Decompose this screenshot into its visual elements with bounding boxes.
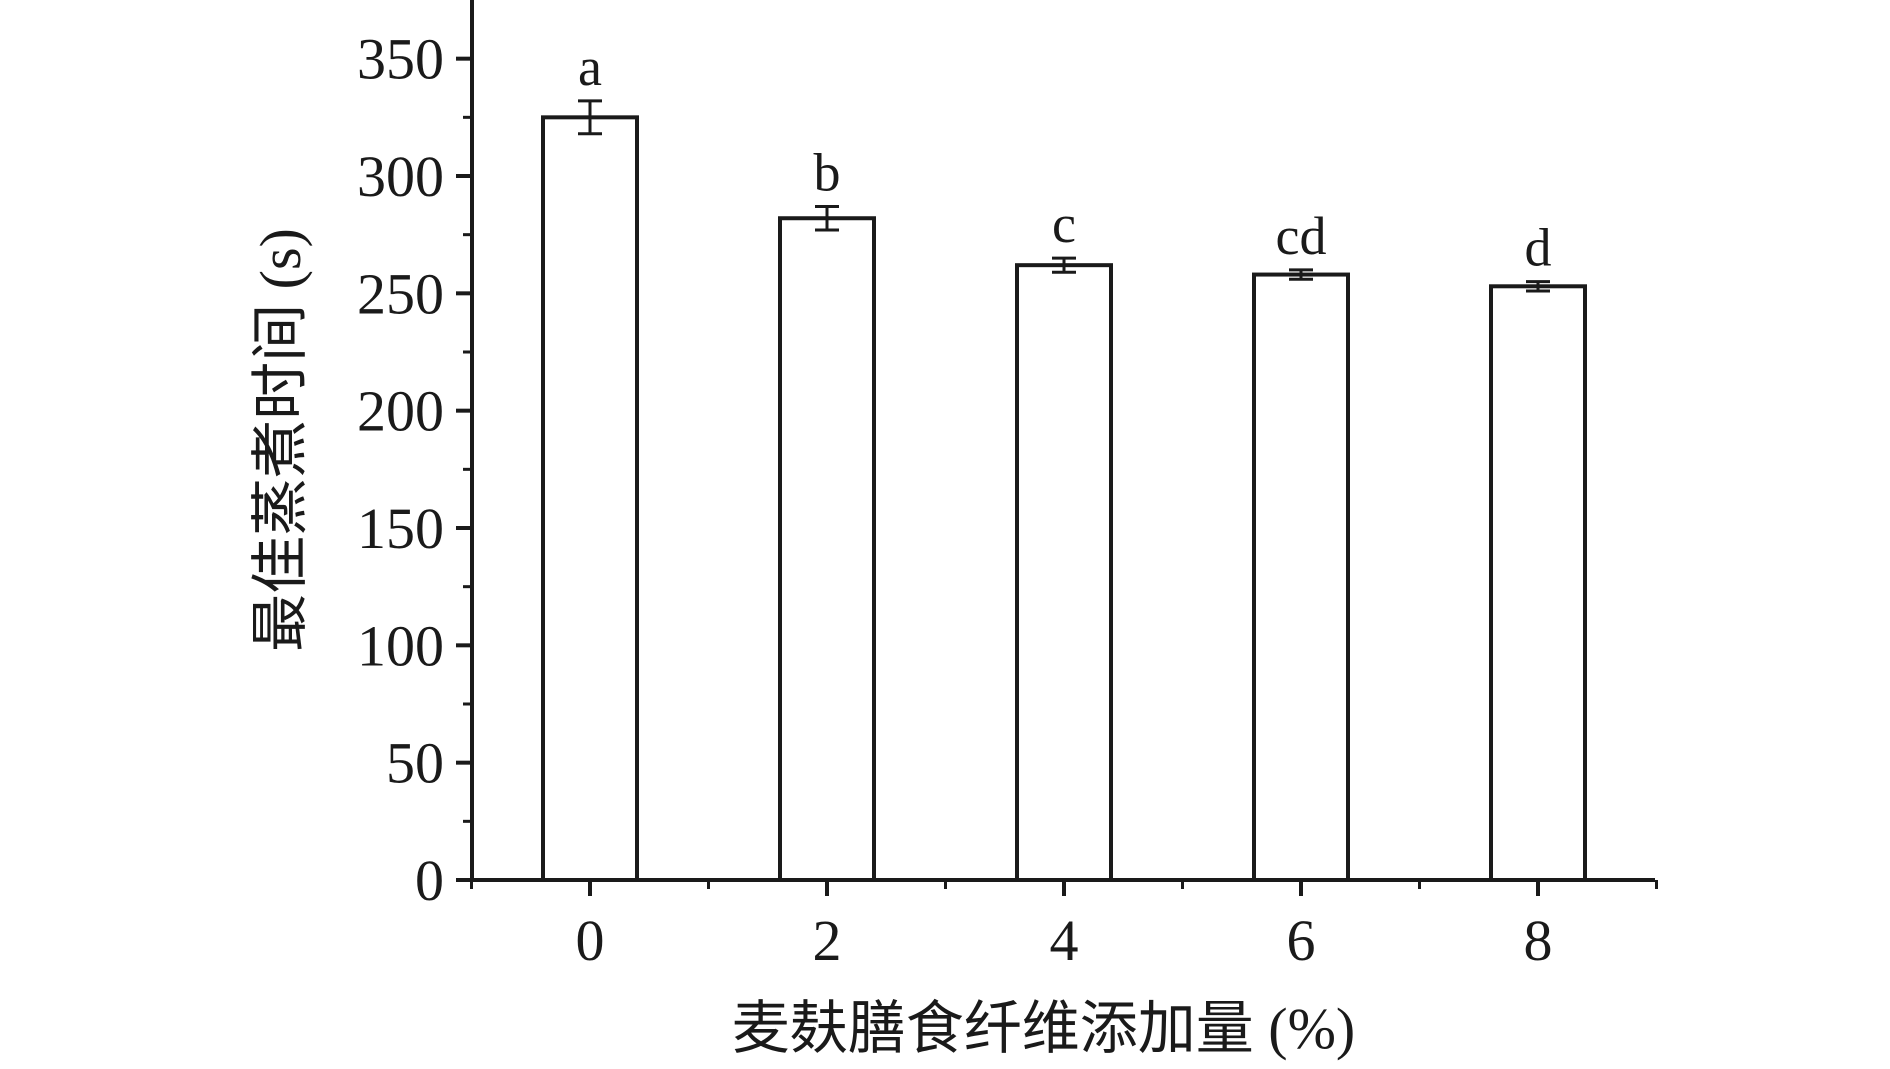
bar <box>1252 272 1350 882</box>
x-tick-label: 0 <box>576 908 605 973</box>
bar <box>1015 263 1113 882</box>
y-tick-label: 200 <box>357 379 444 444</box>
x-tick-label: 8 <box>1524 908 1553 973</box>
x-axis-title: 麦麸膳食纤维添加量 (%) <box>732 996 1355 1061</box>
y-tick-label: 350 <box>357 27 444 92</box>
y-axis-title: 最佳蒸煮时间 (s) <box>248 228 313 652</box>
bar <box>778 216 876 883</box>
y-tick-label: 250 <box>357 261 444 326</box>
y-tick-label: 50 <box>386 731 444 796</box>
significance-label: a <box>578 37 602 97</box>
y-tick-label: 0 <box>415 848 444 913</box>
labels: 0 50 100 150 200 250 300 350 a 0 b 2 c 4 cd 6 d 8 <box>357 27 1553 973</box>
significance-label: cd <box>1276 206 1327 266</box>
significance-label: d <box>1525 218 1552 278</box>
axes <box>456 0 1658 896</box>
x-tick-label: 4 <box>1050 908 1079 973</box>
y-tick-label: 100 <box>357 613 444 678</box>
bars <box>541 99 1587 883</box>
significance-label: c <box>1052 194 1076 254</box>
x-tick-label: 2 <box>813 908 842 973</box>
y-tick-label: 300 <box>357 144 444 209</box>
bar <box>541 115 639 883</box>
x-tick-label: 6 <box>1287 908 1316 973</box>
bar <box>1489 284 1587 882</box>
significance-label: b <box>814 143 841 203</box>
y-tick-label: 150 <box>357 496 444 561</box>
